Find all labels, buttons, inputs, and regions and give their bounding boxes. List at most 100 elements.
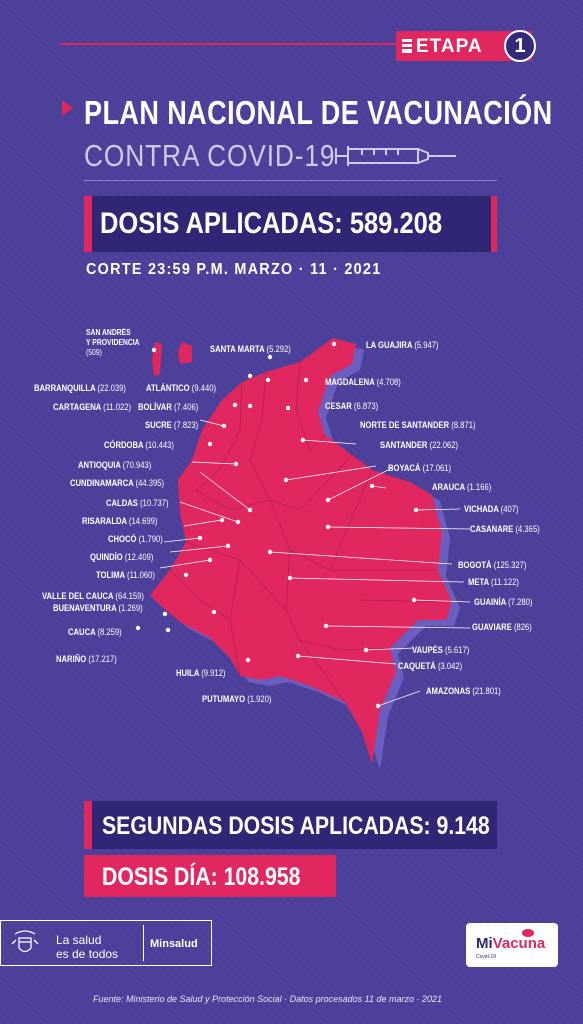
leader-line <box>191 461 237 465</box>
label-guaviare: GUAVIARE (826) <box>472 622 532 632</box>
marker <box>183 572 189 578</box>
leader-line <box>371 485 387 489</box>
label-santander: SANTANDER (22.062) <box>380 440 459 450</box>
marker <box>245 657 251 663</box>
colombia-coat-of-arms-icon <box>11 930 39 953</box>
label-cordoba: CÓRDOBA (10.443) <box>104 440 174 450</box>
segundas-dosis-text: SEGUNDAS DOSIS APLICADAS: 9.148 <box>102 812 490 840</box>
page-title: PLAN NACIONAL DE VACUNACIÓN <box>84 94 553 131</box>
label-quindio: QUINDÍO (12.409) <box>90 552 154 562</box>
label-choco: CHOCÓ (1.790) <box>108 534 163 544</box>
label-boyaca: BOYACÁ (17.061) <box>388 463 452 473</box>
label-bolivar: BOLÍVAR (7.406) <box>138 402 199 412</box>
label-bogota: BOGOTÁ (125.327) <box>458 560 527 570</box>
mivacuna-logo: MiVacuna Covid-19 <box>466 923 558 967</box>
label-meta: META (11.122) <box>468 577 519 587</box>
header-rule <box>60 43 400 45</box>
leader-line <box>327 526 471 530</box>
leader-line <box>179 501 239 523</box>
leader-line <box>169 545 229 553</box>
dosis-dia-box <box>84 855 336 897</box>
marker <box>267 354 273 360</box>
marker <box>295 653 301 659</box>
label-putumayo: PUTUMAYO (1.920) <box>202 694 272 704</box>
accent-bar <box>84 196 92 252</box>
label-vaupes: VAUPÉS (5.617) <box>412 645 470 655</box>
label-cesar: CESAR (6.873) <box>325 401 379 411</box>
label-cartagena: CARTAGENA (11.022) <box>53 402 132 412</box>
marker <box>285 405 291 411</box>
marker <box>303 377 309 383</box>
department-borders <box>169 361 453 703</box>
leader-line <box>163 537 201 543</box>
accent-bar <box>491 196 497 252</box>
colombia-map: SAN ANDRÉS Y PROVIDENCIA (509) SANTA MART… <box>0 320 583 780</box>
pig-icon <box>522 929 534 937</box>
label-huila: HUILA (9.912) <box>176 668 226 678</box>
flag-icon <box>402 39 412 53</box>
marker <box>165 627 171 633</box>
etapa-label: ETAPA <box>416 36 483 57</box>
leader-line <box>413 599 471 603</box>
marker <box>265 377 271 383</box>
marker <box>135 625 141 631</box>
leader-line <box>199 419 225 427</box>
etapa-number: 1 <box>504 30 536 62</box>
label-caldas: CALDAS (10.737) <box>106 498 169 508</box>
leader-line <box>199 471 251 511</box>
marker <box>247 373 253 379</box>
san-andres-island <box>152 342 162 376</box>
marker <box>232 402 238 408</box>
label-sucre: SUCRE (7.823) <box>145 420 199 430</box>
label-norte-de-santander: NORTE DE SANTANDER (8.871) <box>360 420 476 430</box>
label-narino: NARIÑO (17.217) <box>56 654 117 664</box>
label-buenaventura: BUENAVENTURA (1.269) <box>53 603 143 613</box>
map-shape <box>135 338 471 770</box>
segundas-dosis-box <box>84 801 497 849</box>
source-note: Fuente: Ministerio de Salud y Protección… <box>93 994 443 1004</box>
leader-line <box>285 465 377 481</box>
etapa-badge: ETAPA 1 <box>396 30 536 62</box>
title-arrow-icon <box>62 100 73 116</box>
label-magdalena: MAGDALENA (4.708) <box>325 377 401 387</box>
label-vichada: VICHADA (407) <box>464 504 519 514</box>
label-antioquia: ANTIOQUIA (70.943) <box>78 460 152 470</box>
label-risaralda: RISARALDA (14.699) <box>82 516 158 526</box>
label-atlantico: ATLÁNTICO (9.440) <box>146 383 217 393</box>
leader-line <box>183 519 223 527</box>
page-subtitle: CONTRA COVID-19 <box>84 138 336 173</box>
gov-logo-box <box>0 920 212 966</box>
providencia-island <box>178 342 192 364</box>
minsalud-logo: Minsalud <box>150 938 198 950</box>
label-guainia: GUAINÍA (7.280) <box>474 597 533 607</box>
marker <box>211 609 217 615</box>
accent-bar <box>84 801 92 849</box>
label-amazonas: AMAZONAS (21.801) <box>426 686 501 696</box>
label-casanare: CASANARE (4.365) <box>470 524 540 534</box>
dosis-aplicadas-box <box>84 196 497 252</box>
marker <box>331 341 337 347</box>
leader-line <box>325 625 471 629</box>
label-santa-marta: SANTA MARTA (5.292) <box>210 344 291 354</box>
marker <box>323 623 329 629</box>
label-caqueta: CAQUETÁ (3.042) <box>398 661 463 671</box>
label-valle-del-cauca: VALLE DEL CAUCA (64.159) <box>42 591 144 601</box>
logo-divider <box>143 925 144 961</box>
leader-lines <box>159 419 471 707</box>
syringe-icon <box>335 146 456 166</box>
label-barranquilla: BARRANQUILLA (22.039) <box>34 383 126 393</box>
leader-line <box>302 439 357 445</box>
salud-slogan: La salud es de todos <box>56 933 119 961</box>
label-san-andres: SAN ANDRÉS Y PROVIDENCIA (509) <box>86 328 140 357</box>
marker <box>151 347 157 353</box>
leader-line <box>269 551 453 565</box>
marker <box>207 441 213 447</box>
map-fill <box>150 338 452 764</box>
label-tolima: TOLIMA (11.060) <box>96 570 155 580</box>
title-divider <box>84 180 497 181</box>
leader-line <box>159 559 211 569</box>
marker <box>247 403 253 409</box>
leader-line <box>289 577 465 583</box>
dosis-aplicadas-text: DOSIS APLICADAS: 589.208 <box>100 207 443 240</box>
dosis-dia-text: DOSIS DÍA: 108.958 <box>102 863 301 891</box>
